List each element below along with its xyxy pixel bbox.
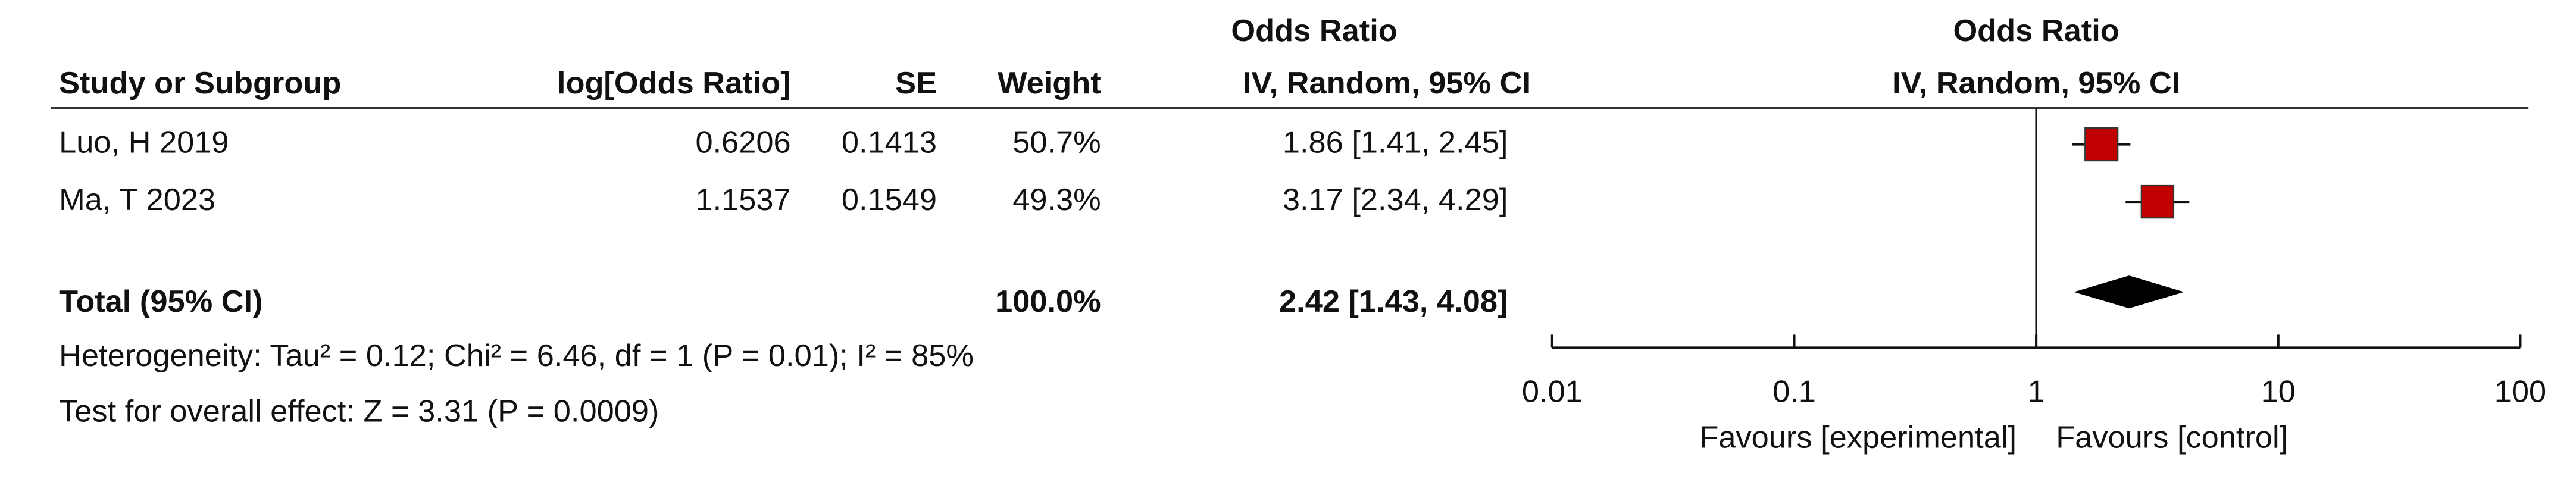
- plot-header: Odds Ratio: [1953, 14, 2119, 48]
- table-header: Odds Ratio: [1231, 14, 1397, 48]
- se: 0.1413: [842, 125, 937, 159]
- column-header: Study or Subgroup: [59, 66, 341, 101]
- column-header: Weight: [998, 66, 1101, 101]
- se: 0.1549: [842, 183, 937, 217]
- favours-right: Favours [control]: [2056, 421, 2288, 455]
- overall-effect: Test for overall effect: Z = 3.31 (P = 0…: [59, 395, 659, 429]
- column-header: log[Odds Ratio]: [557, 66, 791, 101]
- study-square: [2140, 184, 2175, 219]
- or-ci: 3.17 [2.34, 4.29]: [1283, 183, 1508, 217]
- heterogeneity: Heterogeneity: Tau² = 0.12; Chi² = 6.46,…: [59, 339, 974, 373]
- total-or: 2.42 [1.43, 4.08]: [1279, 284, 1508, 319]
- x-tick-label: 10: [2261, 374, 2296, 409]
- x-tick-label: 0.1: [1772, 374, 1816, 409]
- x-tick-label: 1: [2028, 374, 2045, 409]
- total-weight: 100.0%: [995, 284, 1101, 319]
- log-or: 1.1537: [695, 183, 790, 217]
- total-name: Total (95% CI): [59, 284, 262, 319]
- column-header: IV, Random, 95% CI: [1243, 66, 1531, 101]
- column-header: SE: [895, 66, 937, 101]
- x-tick-label: 100: [2494, 374, 2546, 409]
- x-tick-label: 0.01: [1522, 374, 1583, 409]
- study-name: Ma, T 2023: [59, 183, 215, 217]
- favours-left: Favours [experimental]: [1699, 421, 2017, 455]
- or-ci: 1.86 [1.41, 2.45]: [1283, 125, 1508, 159]
- weight: 50.7%: [1012, 125, 1101, 159]
- study-square: [2084, 127, 2119, 162]
- log-or: 0.6206: [695, 125, 790, 159]
- total-diamond: [2074, 275, 2184, 309]
- weight: 49.3%: [1012, 183, 1101, 217]
- plot-subheader: IV, Random, 95% CI: [1892, 66, 2180, 101]
- study-name: Luo, H 2019: [59, 125, 229, 159]
